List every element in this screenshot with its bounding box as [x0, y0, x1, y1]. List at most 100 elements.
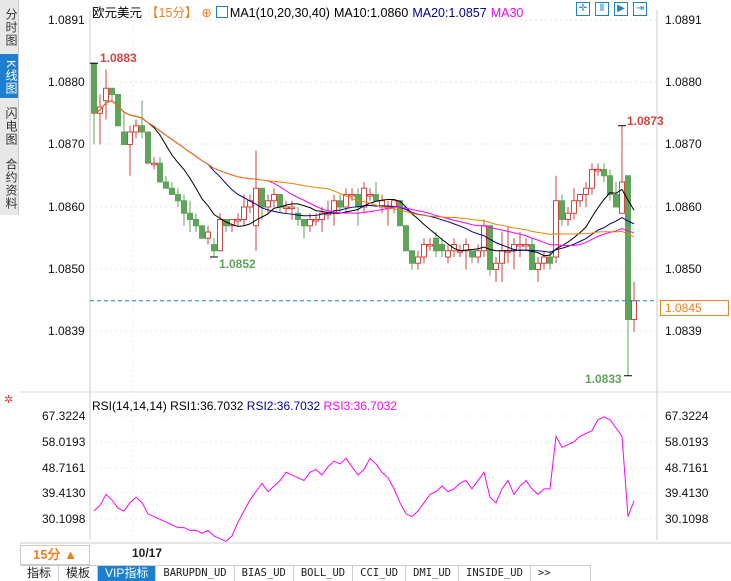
candle — [463, 244, 469, 252]
step-left-icon[interactable]: ▶ — [614, 2, 628, 16]
chart-toolbar: ✛ Ⅱ ▶ ⇥ — [576, 2, 647, 16]
candle — [469, 250, 475, 258]
low-annotation: 1.0852 — [219, 257, 256, 271]
tab-dmi[interactable]: DMI_UD — [406, 566, 459, 581]
candle — [571, 200, 577, 214]
candle — [547, 256, 553, 264]
date-label: 10/17 — [132, 546, 163, 560]
right-tick: 1.0870 — [665, 137, 702, 151]
high-annotation: 1.0883 — [100, 51, 137, 65]
candle — [187, 212, 193, 220]
candle — [583, 187, 589, 195]
candle — [397, 200, 403, 227]
add-icon[interactable]: ⊕ — [201, 6, 212, 20]
crosshair-icon[interactable]: ✛ — [576, 2, 590, 16]
tab-cci[interactable]: CCI_UD — [353, 566, 407, 581]
rsi-right-tick: 39.4130 — [665, 486, 709, 500]
candle — [109, 87, 115, 95]
candle — [181, 200, 187, 214]
candle — [121, 131, 127, 145]
chart-header: 欧元美元 【15分】 ⊕ MA1(10,20,30,40) MA10:1.0860 MA2… — [92, 2, 527, 21]
candle — [301, 219, 307, 227]
candle — [409, 250, 415, 264]
candle — [577, 194, 583, 202]
candle — [415, 256, 421, 264]
rsi-left-tick: 67.3224 — [42, 409, 86, 423]
candle — [235, 219, 241, 222]
tab-more[interactable]: >> — [531, 566, 591, 581]
candle — [517, 244, 523, 247]
left-tick: 1.0850 — [48, 262, 85, 276]
candle — [139, 125, 145, 133]
tab-vip-indicators[interactable]: VIP指标 — [98, 566, 157, 581]
right-tick: 1.0850 — [665, 262, 702, 276]
range-icon[interactable]: Ⅱ — [595, 2, 609, 16]
step-right-icon[interactable]: ⇥ — [633, 2, 647, 16]
candle — [613, 194, 619, 208]
rsi-right-tick: 48.7161 — [665, 461, 709, 475]
candle — [445, 250, 451, 258]
tab-indicators[interactable]: 指标 — [20, 566, 60, 581]
side-tab-contract-info[interactable]: 合约资料 — [4, 157, 18, 210]
period-label[interactable]: 【15分】 — [146, 6, 198, 20]
side-tab-timeshare[interactable]: 分时图 — [4, 8, 18, 47]
rsi-header: RSI(14,14,14) RSI1:36.7032 RSI2:36.7032 … — [92, 399, 397, 413]
candle — [487, 225, 493, 270]
candle — [91, 62, 97, 114]
left-tick: 1.0870 — [48, 137, 85, 151]
indicator-tabs: 指标 模板 VIP指标 BARUPDN_UD BIAS_UD BOLL_UD C… — [20, 565, 591, 581]
candle — [277, 194, 283, 208]
right-tick: 1.0839 — [665, 324, 702, 338]
ma40-line — [93, 100, 635, 238]
candle — [175, 194, 181, 202]
candle — [289, 206, 295, 209]
candle — [601, 169, 607, 177]
candle — [115, 94, 121, 127]
candle — [535, 262, 541, 270]
candle — [319, 212, 325, 220]
tab-boll[interactable]: BOLL_UD — [294, 566, 354, 581]
rsi-left-tick: 58.0193 — [42, 435, 86, 449]
candle — [433, 237, 439, 252]
candle — [163, 181, 169, 189]
candle — [565, 212, 571, 220]
candle — [151, 162, 157, 166]
indicator-chart-icon[interactable] — [215, 6, 228, 18]
settings-icon[interactable]: ✲ — [4, 394, 14, 406]
candle — [625, 175, 631, 320]
candle — [169, 187, 175, 195]
candle — [271, 194, 277, 202]
candle — [229, 219, 235, 227]
side-tab-kline[interactable]: K线图 — [0, 54, 18, 98]
rsi-title[interactable]: RSI(14,14,14) — [92, 399, 167, 413]
candle — [499, 250, 505, 264]
rsi1-value: RSI1:36.7032 — [170, 399, 244, 413]
candle — [349, 194, 355, 197]
ma10-value: MA10:1.0860 — [333, 6, 409, 20]
ma-label[interactable]: MA1(10,20,30,40) — [229, 6, 330, 20]
candle — [205, 231, 211, 239]
side-tab-flash[interactable]: 闪电图 — [4, 107, 18, 146]
candle — [523, 244, 529, 247]
current-price-label: 1.0845 — [660, 300, 729, 316]
candle — [451, 244, 457, 252]
candle — [403, 225, 409, 252]
candle — [343, 194, 349, 208]
tab-inside[interactable]: INSIDE_UD — [459, 566, 531, 581]
rsi-left-tick: 39.4130 — [42, 486, 86, 500]
candle — [157, 162, 163, 183]
candle — [265, 200, 271, 208]
candle — [103, 87, 109, 102]
rsi-left-tick: 30.1098 — [42, 512, 86, 526]
ma30-value: MA30 — [490, 6, 524, 20]
candle — [127, 131, 133, 145]
candle — [253, 187, 259, 227]
candle — [619, 181, 625, 214]
rsi2-value: RSI2:36.7032 — [246, 399, 321, 413]
tab-bias[interactable]: BIAS_UD — [235, 566, 294, 581]
candle — [307, 219, 313, 227]
tab-templates[interactable]: 模板 — [59, 566, 99, 581]
period-selector[interactable]: 15分 ▲ — [20, 545, 90, 565]
tab-barupdn[interactable]: BARUPDN_UD — [156, 566, 235, 581]
